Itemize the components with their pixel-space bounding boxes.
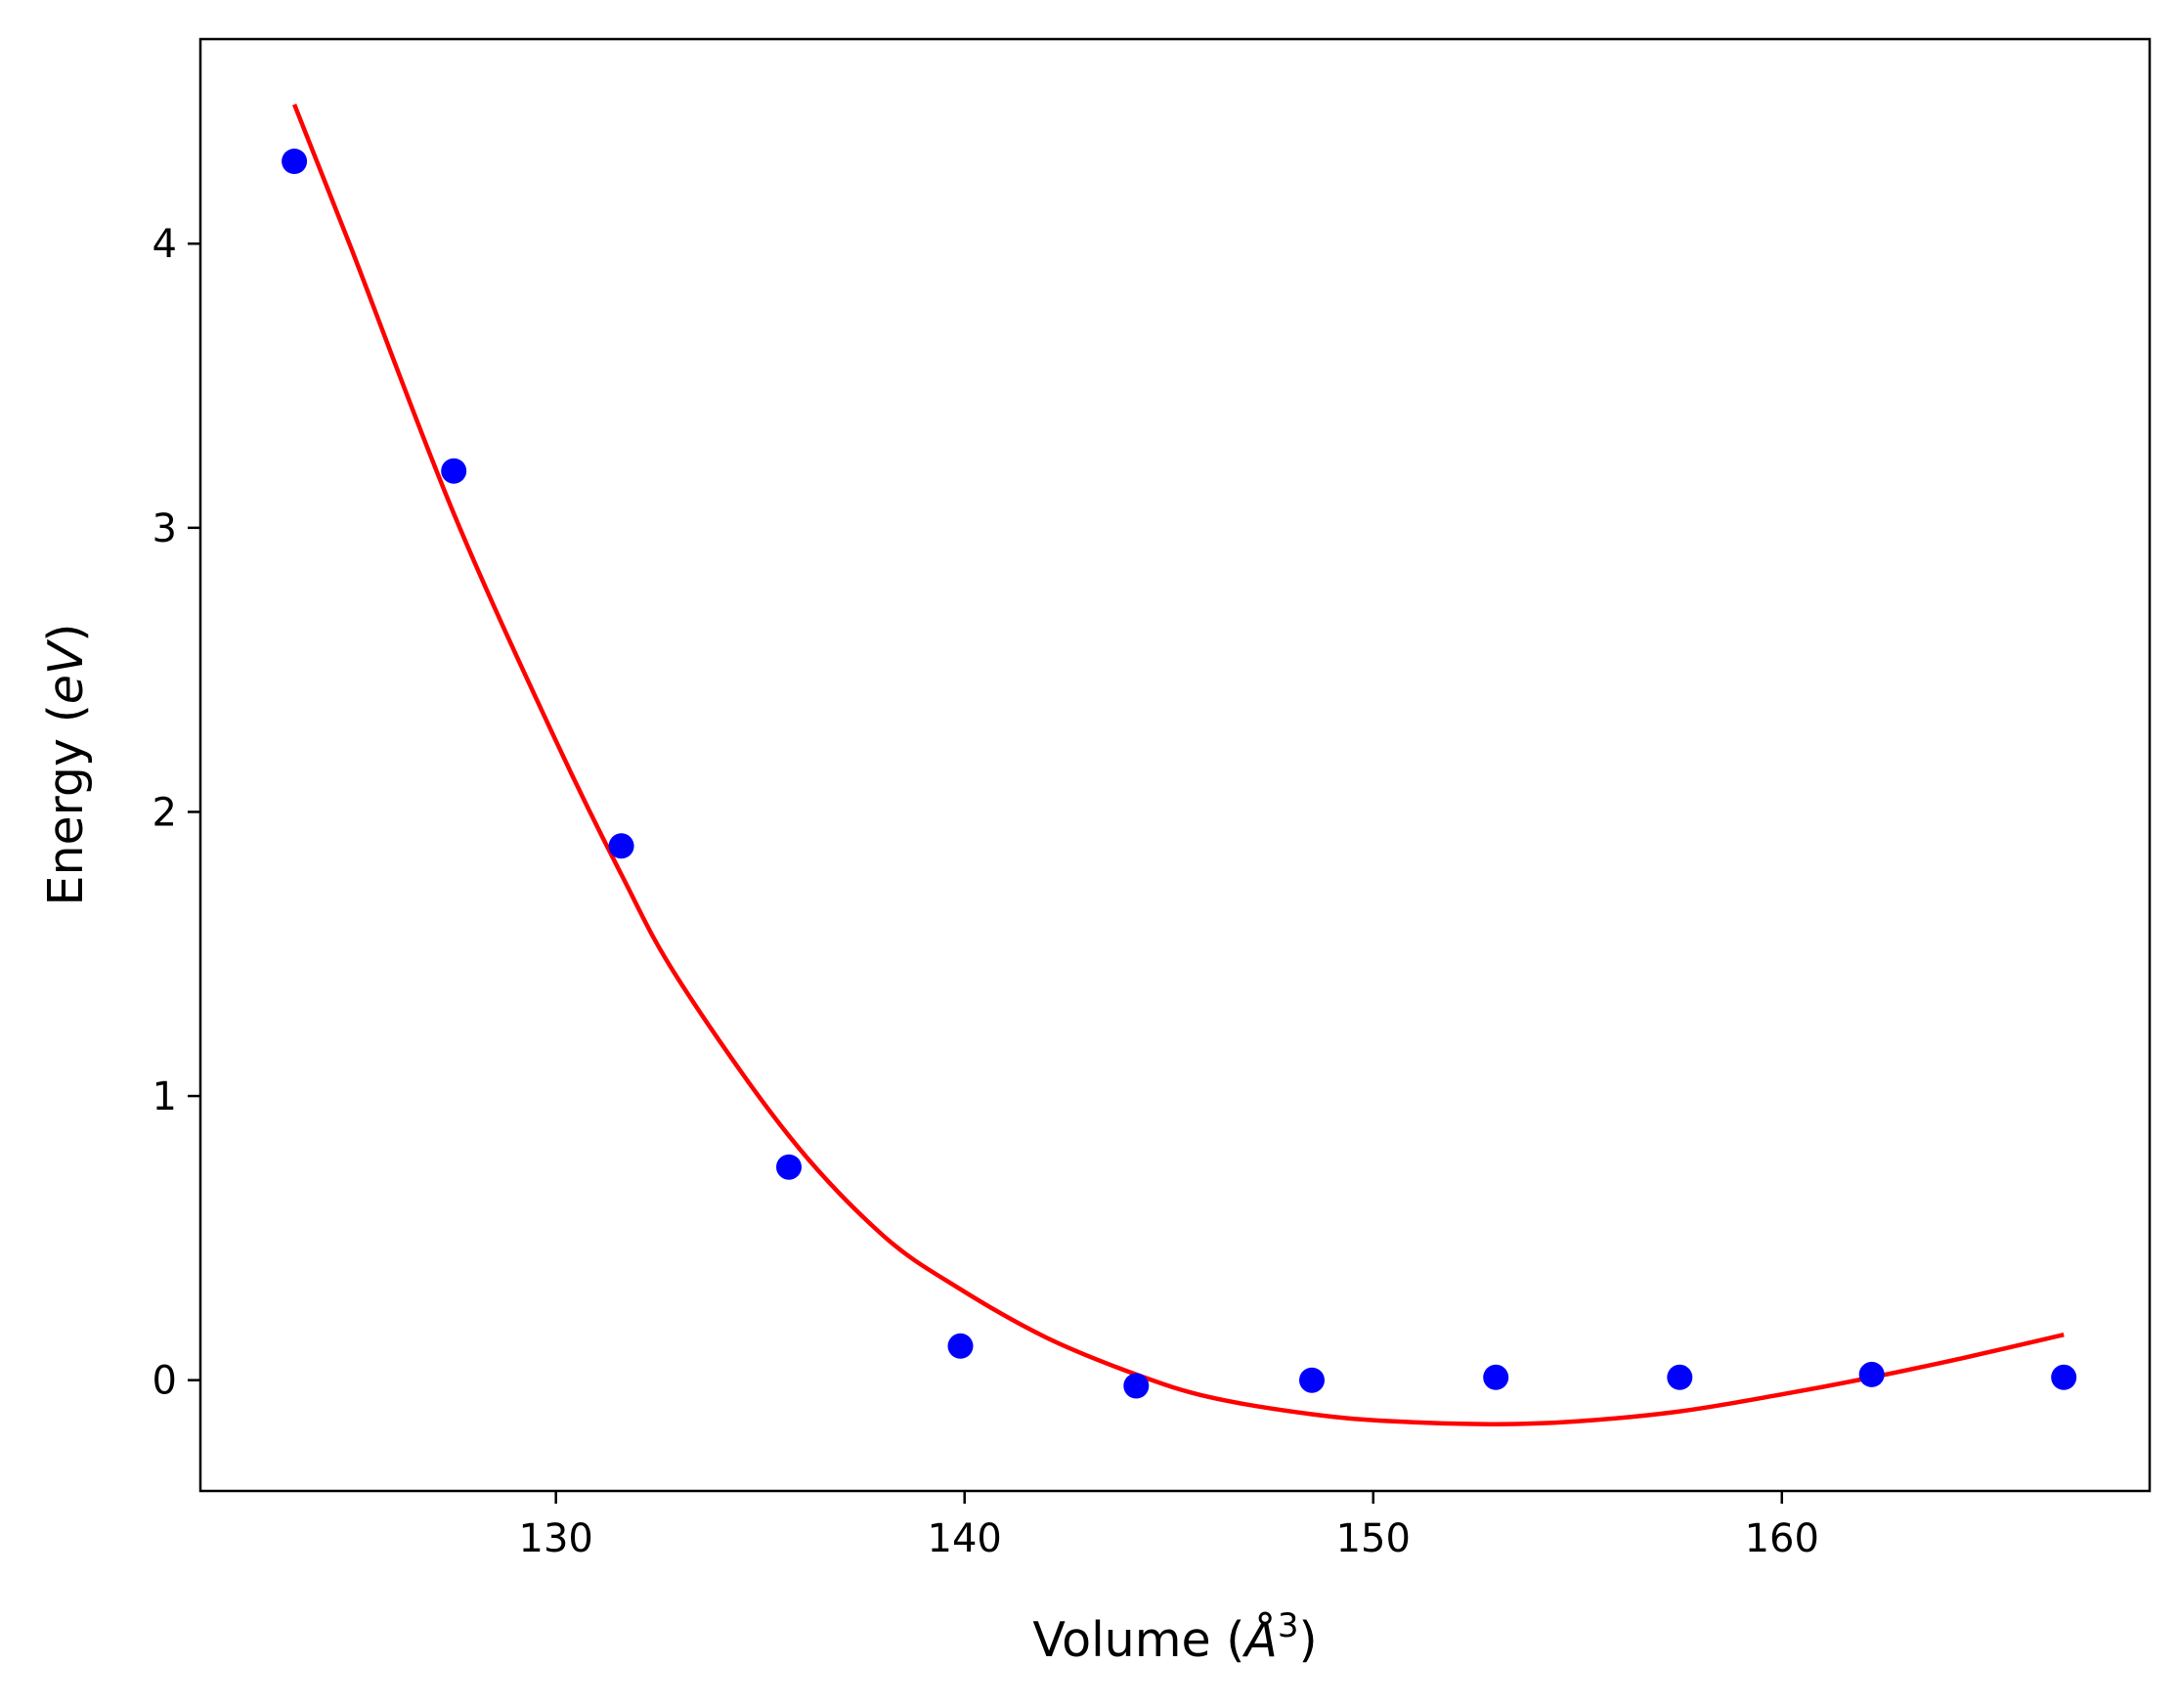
- data-point: [1858, 1361, 1885, 1387]
- data-point: [608, 833, 634, 859]
- x-axis-label-main: Volume (: [1032, 1612, 1244, 1668]
- y-tick-label: 2: [152, 790, 177, 835]
- data-point: [947, 1333, 974, 1359]
- y-axis-label-unit: eV: [38, 638, 94, 704]
- y-axis-label-main: Energy (: [38, 704, 94, 905]
- data-point: [282, 149, 308, 174]
- plot-area: [282, 103, 2077, 1426]
- x-axis-ticks: 130 140 150 160: [519, 1491, 1819, 1561]
- fit-curve-line: [292, 103, 2065, 1426]
- data-point: [441, 458, 467, 484]
- x-axis-label-end: ): [1298, 1612, 1317, 1668]
- x-axis-label-unit: Å: [1241, 1610, 1278, 1668]
- y-tick-label: 0: [152, 1359, 177, 1404]
- axes-frame: [198, 37, 2152, 1493]
- y-tick-label: 1: [152, 1074, 177, 1119]
- data-point: [2051, 1364, 2077, 1390]
- data-point: [776, 1154, 802, 1180]
- data-points-layer: [282, 149, 2077, 1399]
- y-axis-ticks: 0 1 2 3 4: [152, 222, 200, 1404]
- data-point: [1483, 1364, 1509, 1390]
- y-tick-label: 4: [152, 222, 177, 267]
- data-point: [1299, 1367, 1325, 1393]
- x-tick-label: 130: [519, 1516, 593, 1561]
- y-axis-label: Energy (eV): [38, 623, 94, 905]
- x-tick-label: 150: [1336, 1516, 1411, 1561]
- x-tick-label: 140: [928, 1516, 1002, 1561]
- data-point: [1123, 1373, 1150, 1399]
- x-axis-label-superscript: 3: [1278, 1606, 1299, 1645]
- x-tick-label: 160: [1745, 1516, 1819, 1561]
- x-axis-label: Volume (Å3): [1032, 1606, 1317, 1668]
- y-axis-label-end: ): [38, 623, 94, 641]
- y-tick-label: 3: [152, 506, 177, 551]
- fit-curve-layer: [292, 103, 2065, 1426]
- data-point: [1667, 1364, 1693, 1390]
